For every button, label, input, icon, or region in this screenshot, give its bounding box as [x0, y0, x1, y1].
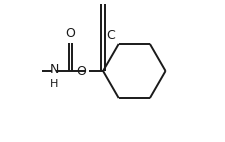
Text: H: H	[50, 80, 58, 89]
Text: C: C	[106, 29, 115, 42]
Text: O: O	[76, 64, 86, 78]
Text: N: N	[49, 63, 58, 76]
Text: O: O	[65, 27, 75, 40]
